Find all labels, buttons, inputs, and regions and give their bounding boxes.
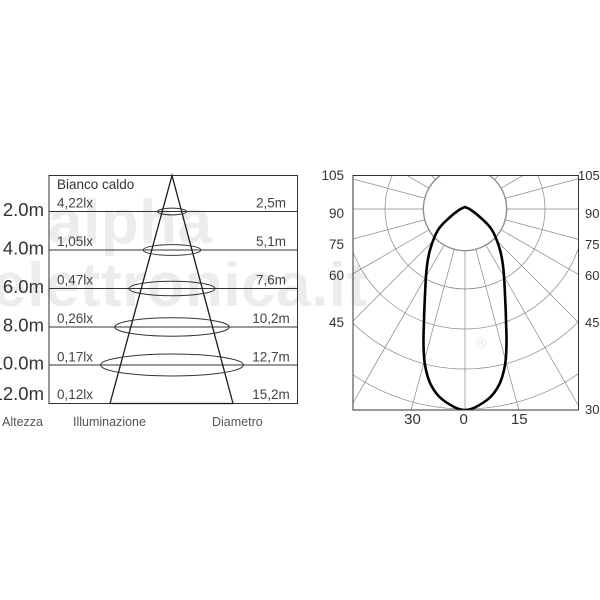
svg-text:90: 90 — [329, 206, 344, 221]
svg-text:75: 75 — [329, 237, 344, 252]
svg-text:8.0m: 8.0m — [3, 315, 44, 336]
svg-text:0,26lx: 0,26lx — [57, 311, 93, 326]
svg-text:0,17lx: 0,17lx — [57, 350, 93, 365]
svg-text:45: 45 — [329, 315, 344, 330]
svg-text:4,22lx: 4,22lx — [57, 196, 93, 211]
svg-text:Altezza: Altezza — [2, 415, 43, 429]
svg-text:®: ® — [475, 335, 487, 352]
svg-text:12,7m: 12,7m — [252, 350, 290, 365]
svg-text:7,6m: 7,6m — [256, 273, 286, 288]
svg-text:10.0m: 10.0m — [0, 353, 44, 374]
svg-text:12.0m: 12.0m — [0, 383, 44, 404]
svg-text:1,05lx: 1,05lx — [57, 234, 93, 249]
svg-text:4.0m: 4.0m — [3, 238, 44, 259]
svg-text:30: 30 — [404, 411, 421, 428]
svg-text:15: 15 — [511, 411, 528, 428]
svg-text:105: 105 — [321, 168, 344, 183]
svg-text:60: 60 — [585, 268, 599, 283]
svg-text:2.0m: 2.0m — [3, 199, 44, 220]
svg-text:0,47lx: 0,47lx — [57, 273, 93, 288]
svg-text:Bianco caldo: Bianco caldo — [57, 177, 134, 192]
svg-text:105: 105 — [578, 168, 600, 183]
svg-text:45: 45 — [585, 315, 599, 330]
svg-text:0,12lx: 0,12lx — [57, 387, 93, 402]
svg-text:15,2m: 15,2m — [252, 387, 290, 402]
svg-text:30: 30 — [585, 402, 599, 417]
svg-text:Diametro: Diametro — [212, 415, 263, 429]
svg-text:90: 90 — [585, 206, 599, 221]
svg-text:elettronica.it: elettronica.it — [0, 251, 368, 320]
svg-text:2,5m: 2,5m — [256, 196, 286, 211]
svg-text:0: 0 — [460, 411, 468, 428]
svg-text:6.0m: 6.0m — [3, 276, 44, 297]
svg-text:10,2m: 10,2m — [252, 311, 290, 326]
svg-text:Illuminazione: Illuminazione — [73, 415, 146, 429]
svg-text:5,1m: 5,1m — [256, 234, 286, 249]
svg-text:75: 75 — [585, 237, 599, 252]
svg-text:60: 60 — [329, 268, 344, 283]
